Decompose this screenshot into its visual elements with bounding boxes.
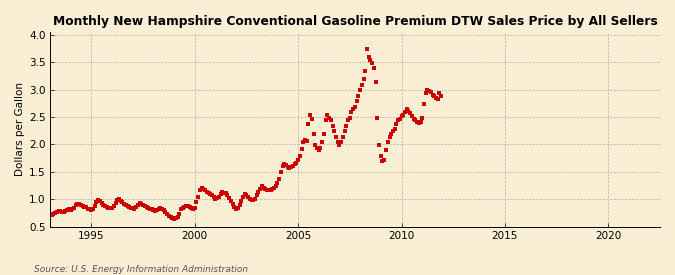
Y-axis label: Dollars per Gallon: Dollars per Gallon <box>15 82 25 176</box>
Title: Monthly New Hampshire Conventional Gasoline Premium DTW Sales Price by All Selle: Monthly New Hampshire Conventional Gasol… <box>53 15 657 28</box>
Text: Source: U.S. Energy Information Administration: Source: U.S. Energy Information Administ… <box>34 265 248 274</box>
